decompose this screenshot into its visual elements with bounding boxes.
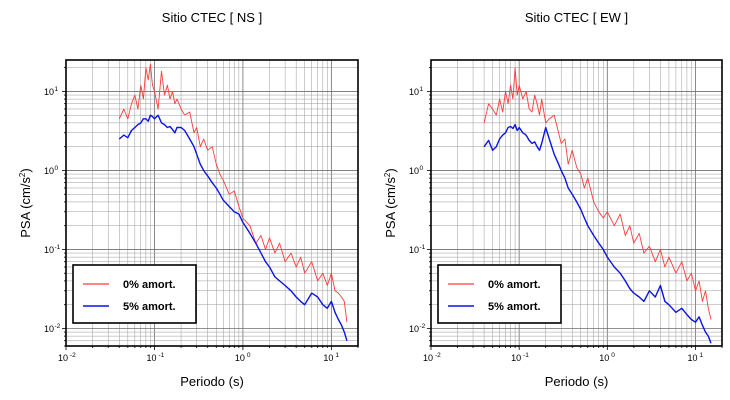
y-tick-label-exp: 1 xyxy=(420,86,424,93)
y-tick-label: 10 xyxy=(44,324,54,334)
x-axis-label: Periodo (s) xyxy=(180,374,244,389)
legend: 0% amort. 5% amort. xyxy=(437,264,562,324)
x-tick-label: 10 xyxy=(687,353,697,363)
x-tick-label-exp: -2 xyxy=(435,352,441,359)
y-tick-label: 10 xyxy=(44,245,54,255)
y-tick-label: 10 xyxy=(409,245,419,255)
legend-label: 5% amort. xyxy=(488,301,541,313)
x-tick-label-exp: 0 xyxy=(611,352,615,359)
y-tick-label-exp: -1 xyxy=(420,244,426,251)
y-tick-label-exp: -2 xyxy=(55,323,61,330)
y-tick-label: 10 xyxy=(409,324,419,334)
y-axis-label-end: ) xyxy=(383,168,398,172)
y-tick-label-exp: 1 xyxy=(55,86,59,93)
x-tick-label: 10 xyxy=(235,353,245,363)
y-axis-label-main: PSA (cm/s xyxy=(18,177,33,238)
series-line-damped xyxy=(483,123,712,344)
legend-label: 5% amort. xyxy=(123,301,176,313)
y-tick-label: 10 xyxy=(409,87,419,97)
plot-frame xyxy=(430,59,723,347)
legend-box xyxy=(437,264,562,324)
x-tick-label-exp: 1 xyxy=(699,352,703,359)
chart-title: Sitio CTEC [ EW ] xyxy=(525,10,628,25)
x-tick-label-exp: -1 xyxy=(158,352,164,359)
y-tick-label: 10 xyxy=(409,166,419,176)
chart-title: Sitio CTEC [ NS ] xyxy=(162,10,262,25)
series-line-undamped xyxy=(118,63,348,323)
y-axis-label: PSA (cm/s2) xyxy=(383,168,398,237)
y-tick-label-exp: 0 xyxy=(55,165,59,172)
legend-label: 0% amort. xyxy=(123,279,176,291)
y-tick-label: 10 xyxy=(44,166,54,176)
x-tick-label: 10 xyxy=(511,353,521,363)
y-tick-label-exp: 0 xyxy=(420,165,424,172)
y-tick-label: 10 xyxy=(44,87,54,97)
series-line-damped xyxy=(118,114,348,341)
x-axis-label: Periodo (s) xyxy=(545,374,609,389)
x-tick-label: 10 xyxy=(146,353,156,363)
y-axis-label-sup: 2 xyxy=(18,172,27,177)
x-tick-label-exp: -1 xyxy=(523,352,529,359)
x-tick-label-exp: 0 xyxy=(247,352,251,359)
y-axis-label-sup: 2 xyxy=(383,172,392,177)
x-tick-label: 10 xyxy=(58,353,68,363)
x-tick-label: 10 xyxy=(323,353,333,363)
y-axis-label-main: PSA (cm/s xyxy=(383,177,398,238)
legend-label: 0% amort. xyxy=(488,279,541,291)
y-tick-label-exp: -1 xyxy=(55,244,61,251)
x-tick-label-exp: 1 xyxy=(335,352,339,359)
series-line-undamped xyxy=(483,67,712,320)
y-axis-label-end: ) xyxy=(18,168,33,172)
x-tick-label: 10 xyxy=(423,353,433,363)
y-axis-label: PSA (cm/s2) xyxy=(18,168,33,237)
legend-box xyxy=(72,264,197,324)
legend: 0% amort. 5% amort. xyxy=(72,264,197,324)
x-tick-label: 10 xyxy=(599,353,609,363)
plot-frame xyxy=(65,59,359,347)
x-tick-label-exp: -2 xyxy=(70,352,76,359)
y-tick-label-exp: -2 xyxy=(420,323,426,330)
